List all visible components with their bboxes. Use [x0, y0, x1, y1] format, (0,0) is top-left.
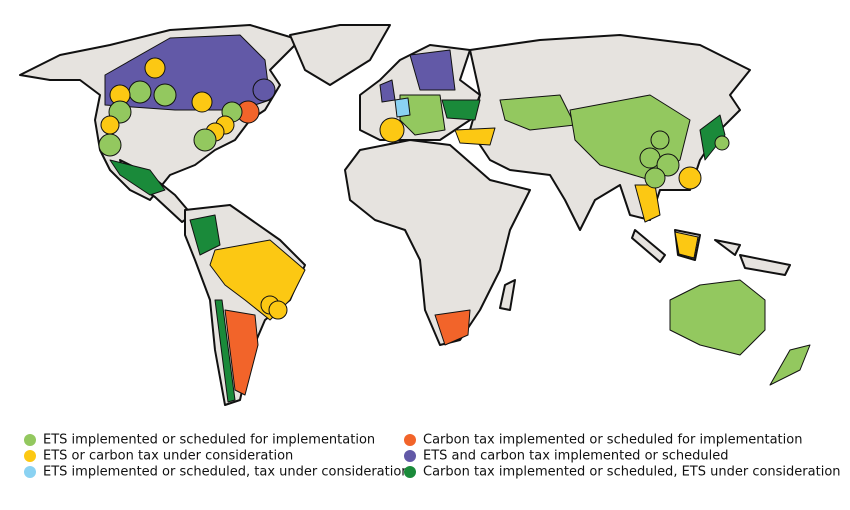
marker	[128, 80, 152, 104]
region	[214, 299, 236, 403]
indonesia	[631, 229, 791, 276]
world-map	[19, 24, 811, 406]
region	[434, 309, 471, 346]
region	[224, 309, 259, 396]
legend-label: ETS implemented or scheduled, tax under …	[43, 465, 410, 480]
marker	[100, 115, 120, 135]
regions	[104, 34, 811, 403]
marker	[714, 135, 730, 151]
marker	[268, 300, 288, 320]
legend-swatch	[24, 450, 36, 462]
region	[189, 214, 221, 256]
legend-label: Carbon tax implemented or scheduled for …	[423, 433, 802, 448]
legend-label: Carbon tax implemented or scheduled, ETS…	[423, 465, 841, 480]
marker	[193, 128, 217, 152]
africa	[344, 139, 531, 346]
marker	[191, 91, 213, 113]
marker	[252, 78, 276, 102]
legend-swatch	[24, 466, 36, 478]
legend: ETS implemented or scheduled for impleme…	[24, 433, 841, 480]
region	[499, 94, 576, 131]
greenland	[289, 24, 391, 86]
region	[699, 114, 726, 161]
marker	[153, 83, 177, 107]
legend-swatch	[404, 450, 416, 462]
marker	[650, 130, 670, 150]
marker	[144, 57, 166, 79]
region	[209, 239, 306, 321]
region	[674, 231, 699, 259]
region	[769, 344, 811, 386]
region	[109, 159, 166, 196]
marker	[98, 133, 122, 157]
city-markers	[98, 57, 730, 320]
marker	[678, 166, 702, 190]
region	[394, 97, 411, 118]
legend-swatch	[24, 434, 36, 446]
region	[409, 49, 456, 91]
legend-swatch	[404, 466, 416, 478]
marker	[644, 167, 666, 189]
region	[441, 99, 481, 121]
marker	[656, 153, 680, 177]
legend-label: ETS or carbon tax under consideration	[43, 449, 293, 464]
region	[669, 279, 766, 356]
legend-label: ETS implemented or scheduled for impleme…	[43, 433, 375, 448]
legend-swatch	[404, 434, 416, 446]
legend-label: ETS and carbon tax implemented or schedu…	[423, 449, 729, 464]
madagascar	[499, 279, 516, 311]
marker	[379, 117, 405, 143]
region	[454, 127, 496, 146]
